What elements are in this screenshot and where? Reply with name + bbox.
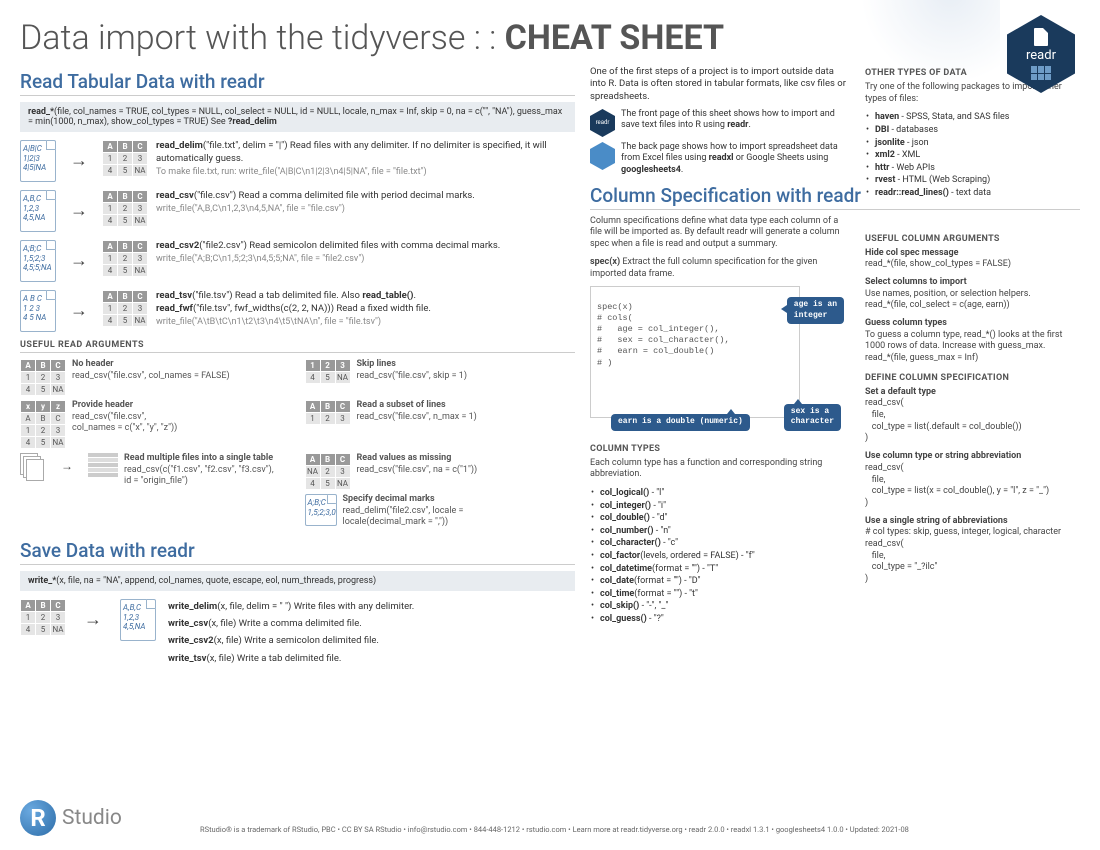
table-icon: xyzABC12345NA <box>20 400 66 449</box>
intro-p1: The front page of this sheet shows how t… <box>621 109 850 137</box>
list-item: jsonlite - json <box>875 137 1080 150</box>
colspec-p2: spec(x) Extract the full column specific… <box>590 257 850 280</box>
list-item: httr - Web APIs <box>875 162 1080 175</box>
arg-item: ABC123Read a subset of linesread_csv("fi… <box>305 400 576 449</box>
write-fn: write_delim(x, file, delim = " ") Write … <box>168 599 414 614</box>
colspec-p1: Column specifications define what data t… <box>590 216 850 251</box>
footer-text: RStudio® is a trademark of RStudio, PBC … <box>200 825 1085 834</box>
useful-col-args-heading: USEFUL COLUMN ARGUMENTS <box>865 234 1080 244</box>
list-item: col_guess() - "?" <box>600 613 850 626</box>
save-table-icon: ABC12345NA <box>20 599 66 636</box>
col-arg-item: Hide col spec messageread_*(file, show_c… <box>865 248 1080 271</box>
arg-item: ABC12345NANo headerread_csv("file.csv", … <box>20 359 291 396</box>
list-item: DBI - databases <box>875 124 1080 137</box>
file-icon: A;B;C 1,5;2;3,0 <box>305 494 337 526</box>
file-icon: A;B;C 1,5;2;3 4,5;5;NA <box>20 240 56 282</box>
list-item: col_time(format = "") - "t" <box>600 588 850 601</box>
list-item: col_number() - "n" <box>600 525 850 538</box>
table-icon: ABC12345NA <box>102 290 148 327</box>
table-icon: 12345NA <box>305 359 351 384</box>
googlesheets-icon <box>590 142 615 170</box>
table-icon: ABCNA2345NA <box>305 453 351 490</box>
readr-hex-logo: readr <box>1007 15 1075 93</box>
save-section-heading: Save Data with readr <box>20 539 575 565</box>
arrow-icon: → <box>64 200 94 221</box>
table-icon: ABC12345NA <box>20 359 66 396</box>
list-item: col_character() - "c" <box>600 537 850 550</box>
arrow-icon: → <box>52 459 82 473</box>
rstudio-logo: RStudio <box>20 800 122 836</box>
list-item: col_integer() - "i" <box>600 500 850 513</box>
read-section-heading: Read Tabular Data with readr <box>20 70 575 96</box>
list-item: col_logical() - "l" <box>600 487 850 500</box>
intro-text: One of the first steps of a project is t… <box>590 66 850 103</box>
write-fn: write_csv(x, file) Write a comma delimit… <box>168 616 414 631</box>
list-item: col_datetime(format = "") - "T" <box>600 563 850 576</box>
coltypes-lead: Each column type has a function and corr… <box>590 458 850 481</box>
readr-icon: readr <box>590 109 615 137</box>
col-arg-item: Select columns to importUse names, posit… <box>865 277 1080 312</box>
callout-earn: earn is a double (numeric) <box>611 414 750 430</box>
file-icon: A|B|C 1|2|3 4|5|NA <box>20 140 56 182</box>
file-icon: A,B,C 1,2,3 4,5,NA <box>20 190 56 232</box>
coltypes-heading: COLUMN TYPES <box>590 444 850 454</box>
table-icon: ABC12345NA <box>102 190 148 227</box>
arg-item: xyzABC12345NAProvide headerread_csv("fil… <box>20 400 291 449</box>
list-item: haven - SPSS, Stata, and SAS files <box>875 111 1080 124</box>
list-item: rvest - HTML (Web Scraping) <box>875 174 1080 187</box>
page-title: Data import with the tidyverse : : CHEAT… <box>0 0 1100 66</box>
write-syntax: write_*(x, file, na = "NA", append, col_… <box>20 571 575 591</box>
list-item: xml2 - XML <box>875 149 1080 162</box>
list-item: col_date(format = "") - "D" <box>600 575 850 588</box>
read-fn-desc: read_csv("file.csv") Read a comma delimi… <box>156 190 575 216</box>
define-col-item: Set a default typeread_csv( file, col_ty… <box>865 387 1080 445</box>
arg-item: 12345NASkip linesread_csv("file.csv", sk… <box>305 359 576 396</box>
read-fn-desc: read_delim("file.txt", delim = "|") Read… <box>156 140 575 178</box>
table-icon: ABC12345NA <box>102 240 148 277</box>
table-icon: ABC123 <box>305 400 351 425</box>
arrow-icon: → <box>64 300 94 321</box>
stack-icon <box>20 453 46 481</box>
list-item: col_skip() - "-", "_" <box>600 600 850 613</box>
arg-item: →Read multiple files into a single table… <box>20 453 291 490</box>
arg-item: ABCNA2345NARead values as missingread_cs… <box>305 453 576 490</box>
define-col-item: Use a single string of abbreviations# co… <box>865 516 1080 586</box>
file-icon: A,B,C 1,2,3 4,5,NA <box>120 599 156 641</box>
arrow-icon: → <box>64 150 94 171</box>
read-fn-desc: read_csv2("file2.csv") Read semicolon de… <box>156 240 575 266</box>
read-fn-desc: read_tsv("file.tsv") Read a tab delimite… <box>156 290 575 328</box>
file-icon: A B C 1 2 3 4 5 NA <box>20 290 56 332</box>
define-col-item: Use column type or string abbreviationre… <box>865 451 1080 509</box>
write-fn: write_tsv(x, file) Write a tab delimited… <box>168 651 414 666</box>
define-col-heading: DEFINE COLUMN SPECIFICATION <box>865 373 1080 383</box>
intro-p2: The back page shows how to import spread… <box>621 142 850 176</box>
list-item: readr::read_lines() - text data <box>875 187 1080 200</box>
spec-code-block: spec(x) # cols( # age = col_integer(), #… <box>590 286 800 418</box>
arrow-icon: → <box>64 250 94 271</box>
col-arg-item: Guess column typesTo guess a column type… <box>865 318 1080 365</box>
arg-item: A;B;C 1,5;2;3,0Specify decimal marksread… <box>305 494 576 529</box>
callout-sex: sex is a character <box>784 404 841 431</box>
read-syntax: read_*(file, col_names = TRUE, col_types… <box>20 102 575 132</box>
table-icon: ABC12345NA <box>102 140 148 177</box>
useful-read-args-heading: USEFUL READ ARGUMENTS <box>20 340 575 353</box>
write-fn: write_csv2(x, file) Write a semicolon de… <box>168 633 414 648</box>
stripe-icon <box>88 453 118 478</box>
arrow-icon: → <box>78 609 108 630</box>
list-item: col_double() - "d" <box>600 512 850 525</box>
list-item: col_factor(levels, ordered = FALSE) - "f… <box>600 550 850 563</box>
callout-age: age is an integer <box>787 297 844 324</box>
